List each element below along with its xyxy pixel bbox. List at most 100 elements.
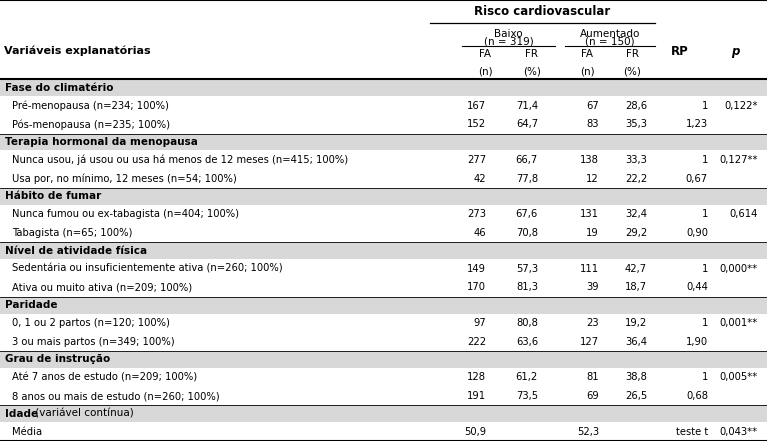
Bar: [0, 333, 767, 351]
Text: 32,4: 32,4: [625, 209, 647, 219]
Text: 73,5: 73,5: [516, 391, 538, 401]
Text: 0,90: 0,90: [686, 228, 708, 238]
Bar: [0, 205, 767, 224]
Text: 69: 69: [586, 391, 599, 401]
Text: 277: 277: [467, 155, 486, 165]
Text: Baixo: Baixo: [494, 30, 523, 40]
Text: 33,3: 33,3: [625, 155, 647, 165]
Text: FR: FR: [525, 49, 538, 60]
Text: Média: Média: [12, 426, 42, 437]
Text: 38,8: 38,8: [625, 372, 647, 382]
Text: Tabagista (n=65; 100%): Tabagista (n=65; 100%): [12, 228, 133, 238]
Text: 70,8: 70,8: [516, 228, 538, 238]
Text: (n = 150): (n = 150): [585, 37, 635, 47]
Text: 1: 1: [702, 155, 708, 165]
Text: 1: 1: [702, 264, 708, 273]
Text: 83: 83: [587, 120, 599, 129]
Text: 128: 128: [467, 372, 486, 382]
Text: Ativa ou muito ativa (n=209; 100%): Ativa ou muito ativa (n=209; 100%): [12, 282, 192, 292]
Text: (n): (n): [580, 66, 595, 76]
Text: 222: 222: [467, 337, 486, 347]
Text: Nível de atividade física: Nível de atividade física: [5, 246, 147, 256]
Bar: [0, 278, 767, 297]
Text: 191: 191: [467, 391, 486, 401]
Text: Pré-menopausa (n=234; 100%): Pré-menopausa (n=234; 100%): [12, 100, 169, 111]
Text: 0,68: 0,68: [686, 391, 708, 401]
Text: 57,3: 57,3: [516, 264, 538, 273]
Text: 36,4: 36,4: [625, 337, 647, 347]
Text: 67: 67: [586, 101, 599, 111]
Text: 77,8: 77,8: [516, 174, 538, 184]
Text: 149: 149: [467, 264, 486, 273]
Text: 29,2: 29,2: [625, 228, 647, 238]
Text: 1: 1: [702, 372, 708, 382]
Text: 0,043**: 0,043**: [720, 426, 758, 437]
Text: Sedentária ou insuficientemente ativa (n=260; 100%): Sedentária ou insuficientemente ativa (n…: [12, 264, 282, 273]
Bar: [0, 259, 767, 278]
Text: teste t: teste t: [676, 426, 708, 437]
Text: 167: 167: [467, 101, 486, 111]
Text: 64,7: 64,7: [516, 120, 538, 129]
Text: 12: 12: [586, 174, 599, 184]
Text: 138: 138: [580, 155, 599, 165]
Bar: [0, 224, 767, 243]
Text: Paridade: Paridade: [5, 300, 58, 310]
Text: 19: 19: [586, 228, 599, 238]
Bar: [0, 169, 767, 188]
Text: 80,8: 80,8: [516, 318, 538, 328]
Text: 23: 23: [587, 318, 599, 328]
Text: Variáveis explanatórias: Variáveis explanatórias: [4, 46, 150, 56]
Text: 63,6: 63,6: [516, 337, 538, 347]
Bar: [0, 368, 767, 387]
Text: (variável contínua): (variável contínua): [32, 409, 134, 419]
Bar: [0, 297, 767, 314]
Text: FA: FA: [479, 49, 491, 60]
Text: 127: 127: [580, 337, 599, 347]
Text: 97: 97: [473, 318, 486, 328]
Text: 273: 273: [467, 209, 486, 219]
Text: 1: 1: [702, 318, 708, 328]
Text: 8 anos ou mais de estudo (n=260; 100%): 8 anos ou mais de estudo (n=260; 100%): [12, 391, 219, 401]
Text: Aumentado: Aumentado: [580, 30, 640, 40]
Text: Risco cardiovascular: Risco cardiovascular: [474, 5, 611, 18]
Bar: [0, 422, 767, 441]
Bar: [0, 115, 767, 134]
Text: 26,5: 26,5: [625, 391, 647, 401]
Text: (%): (%): [624, 66, 641, 76]
Text: 18,7: 18,7: [625, 282, 647, 292]
Text: 50,9: 50,9: [464, 426, 486, 437]
Text: 81,3: 81,3: [516, 282, 538, 292]
Text: 1,23: 1,23: [686, 120, 708, 129]
Text: Nunca fumou ou ex-tabagista (n=404; 100%): Nunca fumou ou ex-tabagista (n=404; 100%…: [12, 209, 239, 219]
Text: 0,005**: 0,005**: [719, 372, 758, 382]
Text: p: p: [731, 45, 739, 58]
Text: RP: RP: [670, 45, 688, 58]
Bar: [0, 387, 767, 405]
Bar: [0, 134, 767, 150]
Text: Fase do climatério: Fase do climatério: [5, 83, 114, 93]
Text: Grau de instrução: Grau de instrução: [5, 355, 110, 365]
Text: 52,3: 52,3: [577, 426, 599, 437]
Text: (%): (%): [523, 66, 541, 76]
Text: 42,7: 42,7: [625, 264, 647, 273]
Text: 61,2: 61,2: [515, 372, 538, 382]
Text: 46: 46: [473, 228, 486, 238]
Text: 66,7: 66,7: [515, 155, 538, 165]
Bar: [0, 351, 767, 368]
Text: 170: 170: [467, 282, 486, 292]
Text: 22,2: 22,2: [625, 174, 647, 184]
Text: 152: 152: [467, 120, 486, 129]
Text: 67,6: 67,6: [515, 209, 538, 219]
Bar: [0, 96, 767, 115]
Text: 35,3: 35,3: [625, 120, 647, 129]
Text: (n = 319): (n = 319): [484, 37, 533, 47]
Text: 19,2: 19,2: [625, 318, 647, 328]
Text: 28,6: 28,6: [625, 101, 647, 111]
Text: 0,127**: 0,127**: [719, 155, 758, 165]
Text: 0,44: 0,44: [686, 282, 708, 292]
Text: 0,67: 0,67: [686, 174, 708, 184]
Text: 1,90: 1,90: [686, 337, 708, 347]
Text: (n): (n): [478, 66, 492, 76]
Bar: [0, 79, 767, 96]
Bar: [0, 405, 767, 422]
